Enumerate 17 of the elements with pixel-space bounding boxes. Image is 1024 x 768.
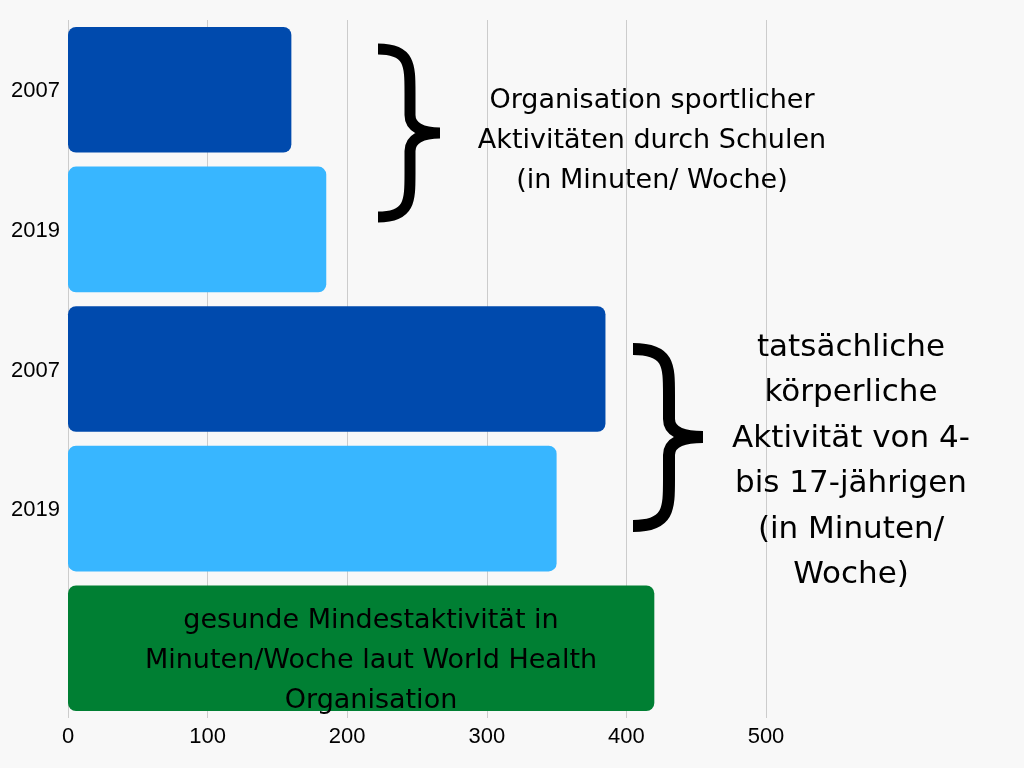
x-tick-label: 0 bbox=[61, 722, 75, 748]
bar bbox=[68, 26, 292, 153]
x-tick-label: 300 bbox=[468, 722, 506, 748]
x-tick-label: 100 bbox=[189, 722, 226, 748]
y-tick-label: 2007 bbox=[11, 77, 60, 103]
annotation: gesunde Mindestaktivität in Minuten/Woche laut World Health Organisation bbox=[144, 602, 598, 714]
y-tick-label: 2007 bbox=[11, 356, 60, 382]
x-tick-label: 200 bbox=[328, 722, 366, 748]
bar bbox=[68, 166, 327, 293]
y-tick-label: 2019 bbox=[11, 216, 60, 242]
annotation: Organisation sportlicher Aktivitäten durch Schulen (in Minuten/ Woche) bbox=[477, 82, 827, 194]
bar bbox=[68, 445, 557, 572]
bar bbox=[68, 306, 606, 432]
annotation: tatsächliche körperliche Aktivität von 4- bis 17-jährigen (in Minuten/ Woche) bbox=[732, 326, 970, 591]
x-tick-label: 400 bbox=[608, 722, 645, 748]
x-tick-label: 500 bbox=[747, 722, 785, 748]
y-tick-label: 2019 bbox=[11, 496, 60, 522]
